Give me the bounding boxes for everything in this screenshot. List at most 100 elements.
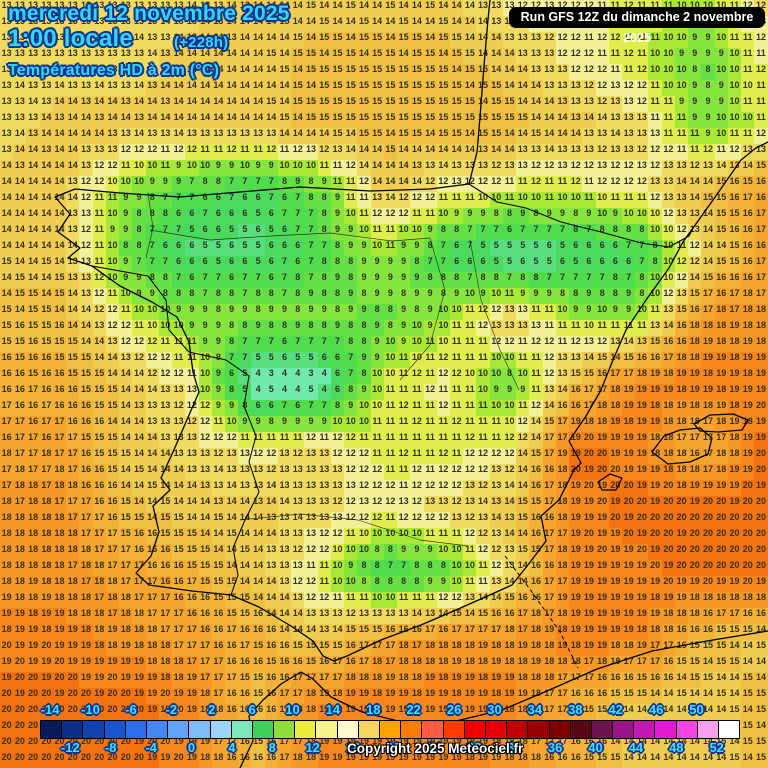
- temperature-cell: 8: [397, 576, 411, 592]
- temperature-cell: 15: [595, 704, 609, 720]
- temperature-cell: 9: [423, 224, 437, 240]
- temperature-cell: 12: [648, 160, 662, 176]
- temperature-cell: 11: [423, 464, 437, 480]
- temperature-cell: 14: [688, 720, 702, 736]
- temperature-cell: 12: [436, 448, 450, 464]
- temperature-cell: 19: [635, 400, 649, 416]
- temperature-cell: 11: [105, 192, 120, 208]
- temperature-cell: 15: [370, 80, 384, 96]
- temperature-cell: 16: [582, 720, 596, 736]
- temperature-cell: 14: [132, 448, 146, 464]
- temperature-cell: 14: [145, 96, 159, 112]
- temperature-cell: 12: [502, 448, 517, 464]
- temperature-cell: 18: [661, 400, 675, 416]
- temperature-cell: 16: [595, 672, 609, 688]
- temperature-cell: 11: [608, 320, 623, 336]
- temperature-cell: 14: [436, 0, 450, 16]
- temperature-cell: 14: [26, 256, 40, 272]
- temperature-cell: 18: [516, 672, 530, 688]
- temperature-cell: 14: [741, 160, 755, 176]
- temperature-cell: 13: [569, 144, 583, 160]
- temperature-cell: 14: [26, 240, 40, 256]
- temperature-cell: 4: [291, 384, 305, 400]
- temperature-cell: 13: [516, 48, 530, 64]
- temperature-cell: 14: [516, 560, 530, 576]
- temperature-cell: 19: [635, 480, 649, 496]
- temperature-cell: 13: [224, 448, 239, 464]
- temperature-cell: 8: [145, 208, 159, 224]
- temperature-cell: 12: [463, 528, 477, 544]
- temperature-cell: 13: [13, 0, 27, 16]
- temperature-cell: 11: [754, 112, 768, 128]
- temperature-cell: 13: [608, 336, 623, 352]
- temperature-cell: 19: [476, 704, 490, 720]
- temperature-cell: 10: [357, 528, 371, 544]
- temperature-cell: 19: [727, 416, 742, 432]
- temperature-cell: 13: [0, 16, 14, 32]
- temperature-cell: 12: [476, 304, 490, 320]
- temperature-cell: 18: [648, 448, 662, 464]
- temperature-cell: 6: [224, 368, 239, 384]
- temperature-cell: 12: [92, 288, 106, 304]
- temperature-cell: 14: [26, 272, 40, 288]
- temperature-cell: 10: [476, 192, 490, 208]
- temperature-cell: 5: [529, 240, 543, 256]
- temperature-cell: 19: [714, 576, 728, 592]
- temperature-cell: 10: [661, 256, 675, 272]
- temperature-cell: 6: [185, 240, 199, 256]
- temperature-cell: 18: [741, 320, 755, 336]
- temperature-cell: 18: [66, 480, 80, 496]
- temperature-cell: 12: [410, 368, 424, 384]
- temperature-cell: 19: [635, 560, 649, 576]
- temperature-cell: 16: [66, 416, 80, 432]
- temperature-cell: 6: [582, 240, 596, 256]
- temperature-cell: 14: [52, 96, 67, 112]
- temperature-cell: 12: [555, 32, 570, 48]
- temperature-cell: 15: [370, 32, 384, 48]
- temperature-cell: 17: [158, 608, 173, 624]
- temperature-cell: 14: [145, 112, 159, 128]
- temperature-cell: 11: [529, 304, 543, 320]
- temperature-cell: 14: [291, 16, 305, 32]
- temperature-cell: 19: [635, 432, 649, 448]
- temperature-cell: 17: [277, 736, 292, 752]
- temperature-cell: 17: [92, 528, 106, 544]
- temperature-cell: 11: [330, 592, 345, 608]
- temperature-cell: 18: [463, 640, 477, 656]
- temperature-cell: 15: [476, 80, 490, 96]
- temperature-cell: 16: [529, 560, 543, 576]
- temperature-cell: 6: [277, 224, 292, 240]
- temperature-cell: 19: [674, 368, 689, 384]
- temperature-cell: 15: [119, 512, 133, 528]
- temperature-cell: 15: [397, 96, 411, 112]
- temperature-cell: 8: [357, 576, 371, 592]
- temperature-cell: 14: [370, 144, 384, 160]
- temperature-cell: 19: [185, 736, 199, 752]
- temperature-cell: 12: [317, 528, 331, 544]
- temperature-cell: 18: [132, 608, 146, 624]
- temperature-cell: 8: [145, 272, 159, 288]
- temperature-cell: 13: [238, 128, 252, 144]
- temperature-cell: 18: [555, 624, 570, 640]
- temperature-cell: 19: [648, 464, 662, 480]
- temperature-cell: 19: [741, 400, 755, 416]
- temperature-cell: 14: [688, 704, 702, 720]
- temperature-cell: 13: [330, 464, 345, 480]
- temperature-cell: 15: [251, 640, 265, 656]
- temperature-cell: 13: [92, 320, 106, 336]
- temperature-cell: 13: [542, 64, 556, 80]
- temperature-cell: 15: [727, 256, 742, 272]
- temperature-cell: 11: [529, 352, 543, 368]
- temperature-cell: 6: [622, 256, 636, 272]
- temperature-cell: 14: [489, 512, 503, 528]
- temperature-cell: 13: [145, 32, 159, 48]
- temperature-cell: 14: [238, 512, 252, 528]
- temperature-cell: 19: [119, 672, 133, 688]
- copyright-label: Copyright 2025 Meteociel.fr: [347, 741, 524, 756]
- temperature-cell: 12: [410, 416, 424, 432]
- temperature-cell: 12: [608, 176, 623, 192]
- temperature-cell: 18: [754, 304, 768, 320]
- temperature-cell: 12: [410, 480, 424, 496]
- temperature-cell: 14: [172, 80, 186, 96]
- temperature-cell: 9: [542, 208, 556, 224]
